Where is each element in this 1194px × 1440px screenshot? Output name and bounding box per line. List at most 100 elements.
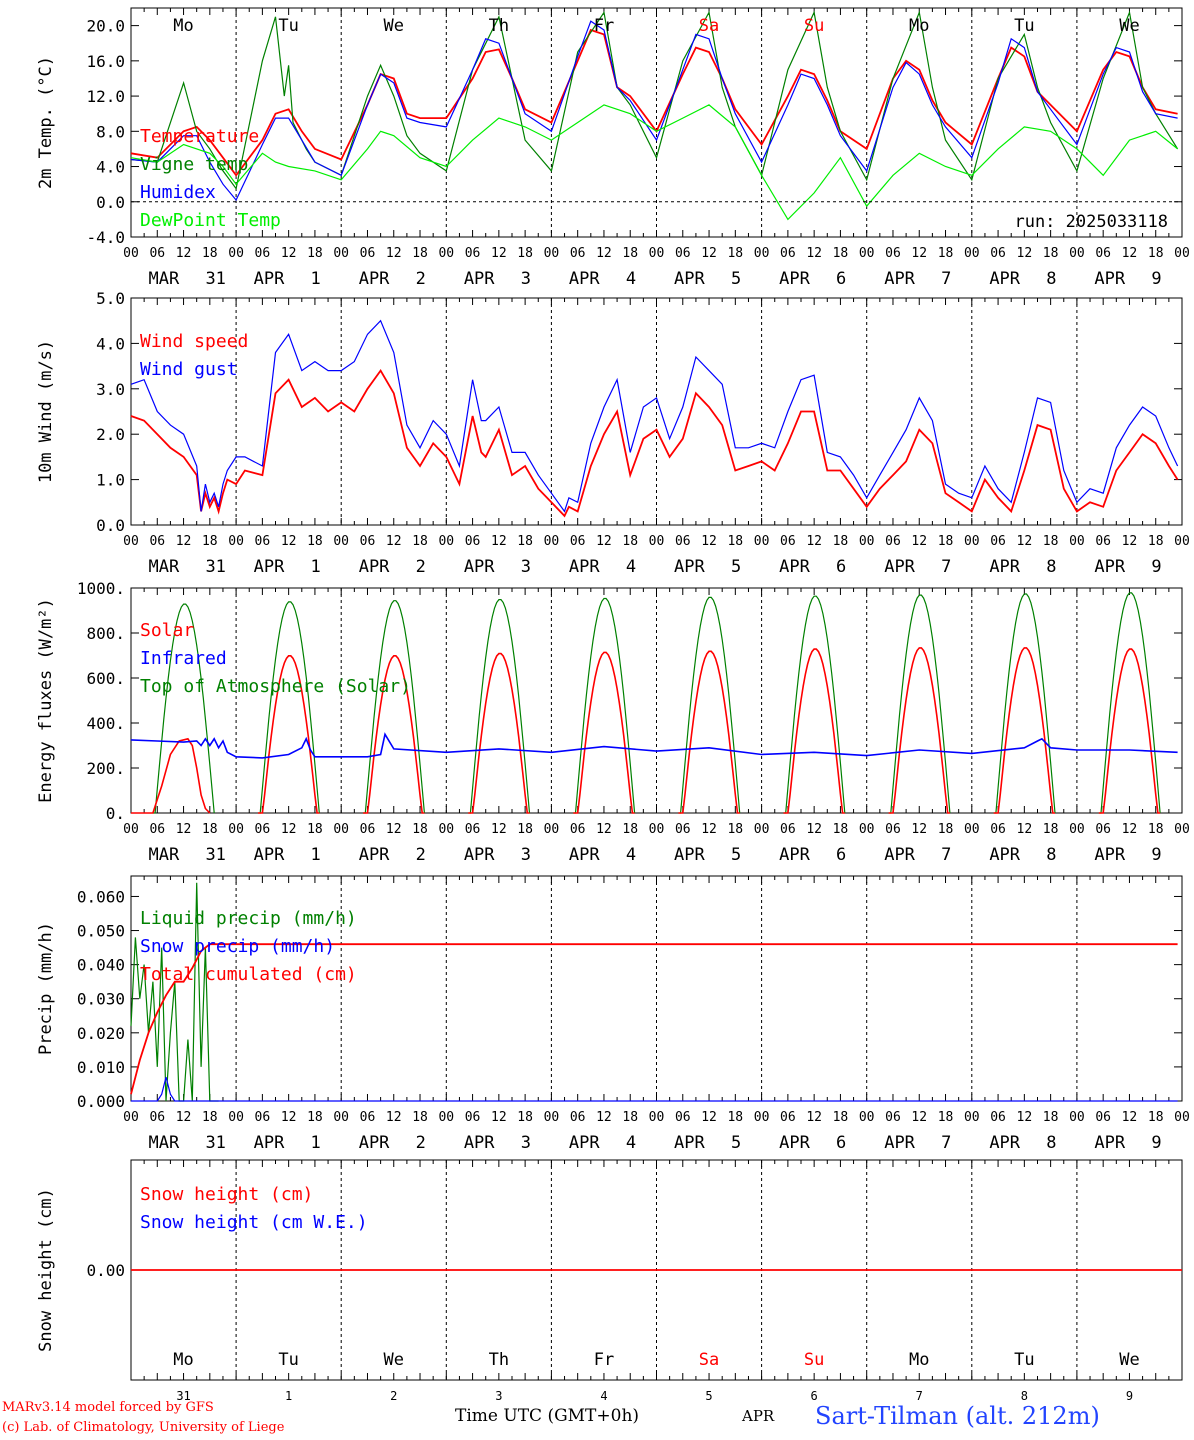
x-hour-label: 18 xyxy=(1043,534,1059,549)
x-hour-label: 00 xyxy=(544,822,560,837)
x-hour-label: 06 xyxy=(570,534,586,549)
x-hour-label: 06 xyxy=(780,534,796,549)
y-tick-label: 8.0 xyxy=(96,122,125,141)
x-date-day: 7 xyxy=(941,1133,951,1153)
x-hour-label: 06 xyxy=(255,534,271,549)
series-line-humidex xyxy=(130,20,1178,202)
x-hour-label: 00 xyxy=(438,534,454,549)
x-hour-label: 06 xyxy=(465,1110,481,1125)
y-tick-label: 0.0 xyxy=(96,516,125,535)
x-hour-label: 18 xyxy=(307,246,323,261)
day-name-label: Tu xyxy=(1014,16,1034,36)
x-hour-label: 18 xyxy=(517,534,533,549)
x-date-month: MAR xyxy=(149,845,180,865)
bottom-day-number: 8 xyxy=(1021,1389,1028,1403)
x-date-day: 2 xyxy=(416,1133,426,1153)
x-hour-label: 18 xyxy=(938,246,954,261)
x-hour-label: 18 xyxy=(307,822,323,837)
x-date-month: APR xyxy=(569,269,600,289)
legend-entry: DewPoint Temp xyxy=(140,210,281,231)
day-name-label: We xyxy=(384,16,404,36)
x-date-day: 31 xyxy=(205,1133,225,1153)
x-date-month: APR xyxy=(254,845,285,865)
x-hour-label: 06 xyxy=(675,822,691,837)
y-tick-label: 0.020 xyxy=(77,1024,125,1043)
x-hour-label: 12 xyxy=(806,1110,822,1125)
panel-frame xyxy=(130,587,1183,814)
x-hour-label: 00 xyxy=(228,534,244,549)
x-date-month: APR xyxy=(884,557,915,577)
x-date-day: 8 xyxy=(1046,269,1056,289)
x-hour-label: 00 xyxy=(333,246,349,261)
x-date-month: APR xyxy=(464,269,495,289)
x-hour-label: 06 xyxy=(885,534,901,549)
x-hour-label: 06 xyxy=(149,1110,165,1125)
y-tick-label: 0.000 xyxy=(77,1092,125,1111)
x-date-month: APR xyxy=(989,557,1020,577)
day-name-label: Sa xyxy=(699,16,719,36)
day-name-label: Mo xyxy=(173,1350,193,1370)
x-date-day: 8 xyxy=(1046,845,1056,865)
x-date-day: 9 xyxy=(1151,557,1161,577)
y-tick-label: 600. xyxy=(86,669,125,688)
x-hour-label: 00 xyxy=(649,822,665,837)
x-hour-label: 06 xyxy=(360,1110,376,1125)
x-hour-label: 18 xyxy=(938,534,954,549)
x-date-day: 3 xyxy=(521,845,531,865)
x-hour-label: 12 xyxy=(491,822,507,837)
x-hour-label: 06 xyxy=(885,1110,901,1125)
x-hour-label: 18 xyxy=(622,246,638,261)
y-axis-label: 2m Temp. (°C) xyxy=(36,56,56,189)
bottom-day-number: 7 xyxy=(916,1389,923,1403)
y-tick-label: 3.0 xyxy=(96,380,125,399)
x-hour-label: 00 xyxy=(1174,822,1190,837)
x-hour-label: 00 xyxy=(964,1110,980,1125)
legend-entry: Wind gust xyxy=(140,359,238,380)
bottom-day-number: 3 xyxy=(495,1389,502,1403)
x-date-month: MAR xyxy=(149,269,180,289)
y-tick-label: 0.0 xyxy=(96,193,125,212)
y-tick-label: 0.040 xyxy=(77,956,125,975)
toa-solar-line xyxy=(888,594,951,814)
x-date-day: 31 xyxy=(205,269,225,289)
toa-solar-line xyxy=(993,593,1056,814)
x-date-month: APR xyxy=(884,1133,915,1153)
x-hour-label: 00 xyxy=(859,246,875,261)
month-axis-label: APR xyxy=(742,1407,775,1425)
x-date-day: 1 xyxy=(311,557,321,577)
x-hour-label: 00 xyxy=(964,822,980,837)
model-credit: MARv3.14 model forced by GFS xyxy=(2,1400,214,1415)
x-hour-label: 06 xyxy=(990,822,1006,837)
x-hour-label: 18 xyxy=(727,246,743,261)
x-date-day: 3 xyxy=(521,557,531,577)
legend-entry: Liquid precip (mm/h) xyxy=(140,908,357,929)
legend-entry: Infrared xyxy=(140,648,227,669)
x-date-day: 9 xyxy=(1151,845,1161,865)
x-date-month: APR xyxy=(569,557,600,577)
x-hour-label: 18 xyxy=(833,246,849,261)
y-axis-label: Energy fluxes (W/m²) xyxy=(36,598,56,803)
x-hour-label: 12 xyxy=(911,246,927,261)
x-hour-label: 18 xyxy=(833,1110,849,1125)
x-hour-label: 12 xyxy=(911,822,927,837)
day-name-label: Th xyxy=(489,16,509,36)
x-hour-label: 06 xyxy=(675,534,691,549)
solar-line xyxy=(468,652,530,814)
x-hour-label: 18 xyxy=(1043,822,1059,837)
x-hour-label: 06 xyxy=(465,246,481,261)
legend-entry: Snow precip (mm/h) xyxy=(140,936,335,957)
x-date-day: 7 xyxy=(941,269,951,289)
x-date-month: APR xyxy=(1094,269,1125,289)
x-hour-label: 18 xyxy=(1043,1110,1059,1125)
x-date-month: APR xyxy=(884,269,915,289)
day-name-label: Su xyxy=(804,1350,824,1370)
x-date-day: 3 xyxy=(521,1133,531,1153)
x-hour-label: 12 xyxy=(701,1110,717,1125)
x-date-month: APR xyxy=(1094,557,1125,577)
x-date-day: 5 xyxy=(731,269,741,289)
x-hour-label: 00 xyxy=(438,1110,454,1125)
x-hour-label: 06 xyxy=(885,246,901,261)
x-hour-label: 06 xyxy=(255,822,271,837)
x-hour-label: 06 xyxy=(465,534,481,549)
x-date-month: APR xyxy=(989,845,1020,865)
